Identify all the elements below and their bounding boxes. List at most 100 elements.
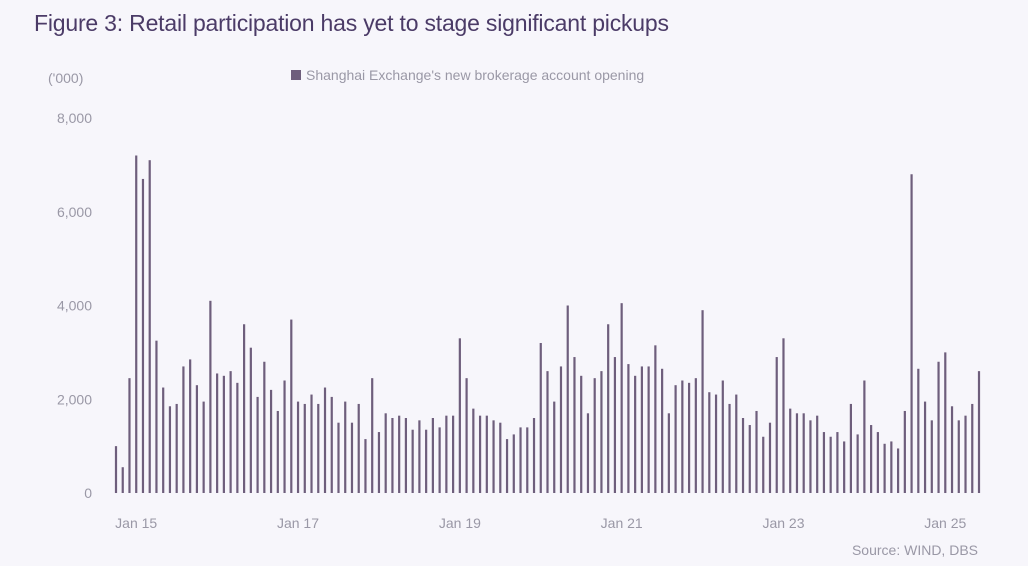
y-axis: 0 2,000 4,000 6,000 8,000 [57,110,92,501]
bar [465,378,468,493]
legend-label: Shanghai Exchange's new brokerage accoun… [306,67,644,83]
bar [121,467,124,493]
bar [950,406,954,493]
bar [762,436,765,493]
bar [923,401,927,493]
bar [216,373,219,493]
bar [971,403,974,493]
bar [458,338,461,493]
bar [586,413,590,493]
y-tick-label: 4,000 [57,298,92,314]
bar [310,394,313,493]
bar [627,364,630,493]
bar [890,441,893,493]
bar [937,361,940,493]
bar [546,371,549,494]
bar [640,366,643,493]
bar [499,422,502,493]
bar [829,436,832,493]
bar [229,371,232,494]
bar [816,415,819,493]
y-axis-unit-label: ('000) [48,70,83,86]
bar [856,434,859,493]
bar [182,366,185,493]
bar [620,303,623,493]
bar [303,403,306,493]
bar [681,380,684,493]
legend-swatch [291,70,301,80]
bar [748,425,751,493]
bar [418,420,421,493]
bar [391,418,394,493]
bar [559,366,563,493]
bar [438,427,441,494]
bar [607,324,610,493]
bar [708,392,711,493]
x-tick-label: Jan 17 [277,515,319,531]
source-note: Source: WIND, DBS [851,542,978,558]
bar [452,415,455,493]
chart-title: Figure 3: Retail participation has yet t… [34,10,669,36]
bar [317,403,320,493]
bar [768,422,772,493]
bar [775,357,778,493]
bar [519,427,522,494]
bar [573,357,576,493]
bar [654,345,657,493]
bar [323,387,327,493]
bar [917,368,920,493]
bar [532,418,536,493]
bar [195,385,199,493]
bar [485,415,488,493]
y-tick-label: 2,000 [57,391,92,407]
bar [209,300,212,493]
bar [944,352,947,494]
x-axis: Jan 15 Jan 17 Jan 19 Jan 21 Jan 23 Jan 25 [115,515,966,531]
bar [243,324,246,493]
bar [539,343,542,493]
bar [371,378,374,493]
bar [505,439,509,493]
bar [661,368,664,493]
bar [809,420,812,493]
y-tick-label: 8,000 [57,110,92,126]
bar [135,155,138,493]
bar [553,401,556,493]
bar [721,380,724,493]
bar [175,403,178,493]
bar [202,401,205,493]
bar [236,382,239,493]
bar [276,410,279,493]
bar [269,389,273,494]
x-tick-label: Jan 19 [439,515,481,531]
x-tick-label: Jan 23 [762,515,804,531]
bar [189,359,192,493]
bar [445,415,448,493]
bar [836,432,839,493]
bar [492,420,495,493]
bar [155,340,158,493]
bar [290,319,293,493]
bar [964,415,967,493]
bar [398,415,401,493]
bar [249,347,252,493]
bar [330,396,333,493]
bar [344,401,347,493]
bar [256,396,259,493]
bar [364,439,367,493]
bar [694,378,697,493]
bar [755,410,758,493]
bar [634,375,637,493]
bar [870,425,873,493]
bar [647,366,650,493]
bar [876,432,879,493]
bar [910,174,913,493]
bar [714,394,718,493]
bar [863,380,866,493]
bar [425,429,428,493]
x-tick-label: Jan 15 [115,515,157,531]
bar [128,378,131,493]
bar [613,357,617,493]
x-tick-label: Jan 25 [924,515,966,531]
